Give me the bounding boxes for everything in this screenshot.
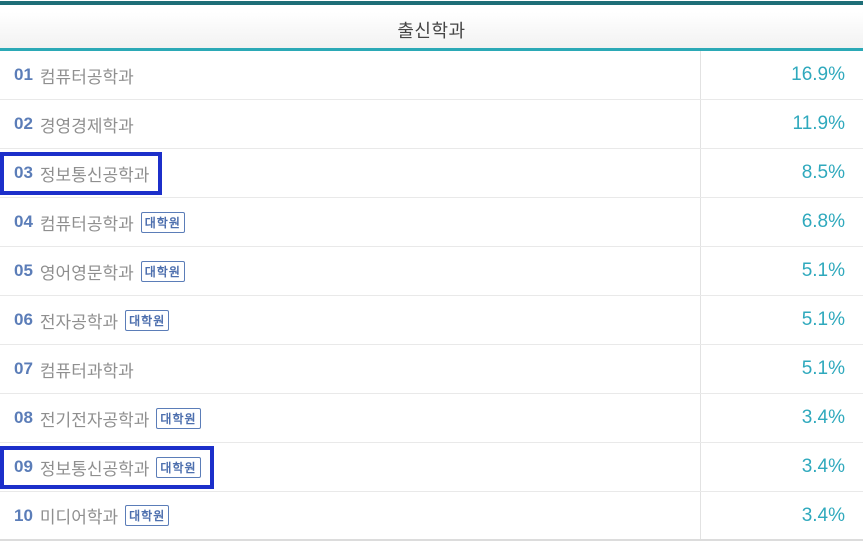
department-name[interactable]: 컴퓨터과학과 xyxy=(39,361,134,381)
percent-value: 11.9% xyxy=(792,113,845,134)
table-title: 출신학과 xyxy=(397,21,466,41)
table-row: 07 컴퓨터과학과 5.1% xyxy=(0,345,863,394)
table-row: 04 컴퓨터공학과 대학원 6.8% xyxy=(0,198,863,247)
rank-number: 06 xyxy=(14,310,33,329)
graduate-school-badge: 대학원 xyxy=(125,309,170,331)
percent-value: 5.1% xyxy=(801,260,845,281)
percent-value: 3.4% xyxy=(801,456,845,477)
department-name[interactable]: 영어영문학과 xyxy=(39,263,134,283)
percent-cell: 8.5% xyxy=(700,149,863,197)
department-name[interactable]: 컴퓨터공학과 xyxy=(39,67,134,87)
graduate-school-badge: 대학원 xyxy=(140,260,185,282)
rank-number: 02 xyxy=(14,114,33,133)
department-cell: 02 경영경제학과 xyxy=(0,100,700,148)
percent-cell: 3.4% xyxy=(700,394,863,442)
department-name[interactable]: 정보통신공학과 xyxy=(39,165,150,185)
graduate-school-badge: 대학원 xyxy=(156,407,201,429)
percent-cell: 5.1% xyxy=(700,247,863,295)
department-name[interactable]: 전기전자공학과 xyxy=(39,410,150,430)
table-header: 출신학과 xyxy=(0,12,863,51)
highlight-annotation-box: 03 정보통신공학과 xyxy=(0,151,163,195)
department-label-group: 08 전기전자공학과 대학원 xyxy=(14,406,201,431)
rank-number: 03 xyxy=(14,163,33,182)
percent-value: 16.9% xyxy=(791,64,845,85)
percent-cell: 6.8% xyxy=(700,198,863,246)
table-row: 05 영어영문학과 대학원 5.1% xyxy=(0,247,863,296)
highlight-annotation-box: 09 정보통신공학과 대학원 xyxy=(0,445,214,489)
table-row: 03 정보통신공학과 8.5% xyxy=(0,149,863,198)
percent-cell: 11.9% xyxy=(700,100,863,148)
department-stats-widget: 출신학과 01 컴퓨터공학과 16.9% 02 경영경제학과 11.9% xyxy=(0,1,863,541)
department-label-group: 02 경영경제학과 xyxy=(14,112,134,137)
department-cell: 08 전기전자공학과 대학원 xyxy=(0,394,700,442)
percent-value: 3.4% xyxy=(801,407,845,428)
department-name[interactable]: 전자공학과 xyxy=(39,312,119,332)
department-cell: 07 컴퓨터과학과 xyxy=(0,345,700,393)
department-label-group: 10 미디어학과 대학원 xyxy=(14,503,170,528)
rank-number: 09 xyxy=(14,457,33,476)
percent-value: 5.1% xyxy=(801,309,845,330)
percent-cell: 5.1% xyxy=(700,296,863,344)
rank-number: 07 xyxy=(14,359,33,378)
department-name[interactable]: 미디어학과 xyxy=(39,508,119,527)
department-label-group: 04 컴퓨터공학과 대학원 xyxy=(14,210,185,235)
percent-value: 8.5% xyxy=(801,162,845,183)
department-name[interactable]: 정보통신공학과 xyxy=(39,459,150,479)
percent-value: 6.8% xyxy=(801,211,845,232)
table-row: 06 전자공학과 대학원 5.1% xyxy=(0,296,863,345)
department-cell: 04 컴퓨터공학과 대학원 xyxy=(0,198,700,246)
percent-value: 3.4% xyxy=(801,504,845,526)
department-label-group: 06 전자공학과 대학원 xyxy=(14,308,170,333)
department-name[interactable]: 컴퓨터공학과 xyxy=(39,214,134,234)
rank-number: 10 xyxy=(14,505,33,525)
department-cell: 06 전자공학과 대학원 xyxy=(0,296,700,344)
department-cell: 09 정보통신공학과 대학원 xyxy=(0,443,700,491)
table-row: 10 미디어학과 대학원 3.4% xyxy=(0,492,863,541)
graduate-school-badge: 대학원 xyxy=(125,505,170,526)
table-row: 01 컴퓨터공학과 16.9% xyxy=(0,51,863,100)
rank-number: 01 xyxy=(14,65,33,84)
table-row: 09 정보통신공학과 대학원 3.4% xyxy=(0,443,863,492)
percent-value: 5.1% xyxy=(801,358,845,379)
percent-cell: 16.9% xyxy=(700,51,863,99)
department-cell: 10 미디어학과 대학원 xyxy=(0,492,700,539)
department-cell: 01 컴퓨터공학과 xyxy=(0,51,700,99)
rank-number: 05 xyxy=(14,261,33,280)
percent-cell: 3.4% xyxy=(700,492,863,539)
department-name[interactable]: 경영경제학과 xyxy=(39,116,134,136)
graduate-school-badge: 대학원 xyxy=(140,211,185,233)
table-row: 02 경영경제학과 11.9% xyxy=(0,100,863,149)
percent-cell: 5.1% xyxy=(700,345,863,393)
department-cell: 03 정보통신공학과 xyxy=(0,149,700,197)
department-cell: 05 영어영문학과 대학원 xyxy=(0,247,700,295)
graduate-school-badge: 대학원 xyxy=(156,456,201,478)
department-table-body: 01 컴퓨터공학과 16.9% 02 경영경제학과 11.9% 03 정보통신공… xyxy=(0,51,863,541)
department-label-group: 07 컴퓨터과학과 xyxy=(14,357,134,382)
rank-number: 08 xyxy=(14,408,33,427)
top-accent-bar xyxy=(0,1,863,5)
department-label-group: 05 영어영문학과 대학원 xyxy=(14,259,185,284)
department-label-group: 01 컴퓨터공학과 xyxy=(14,63,134,88)
percent-cell: 3.4% xyxy=(700,443,863,491)
rank-number: 04 xyxy=(14,212,33,231)
table-row: 08 전기전자공학과 대학원 3.4% xyxy=(0,394,863,443)
